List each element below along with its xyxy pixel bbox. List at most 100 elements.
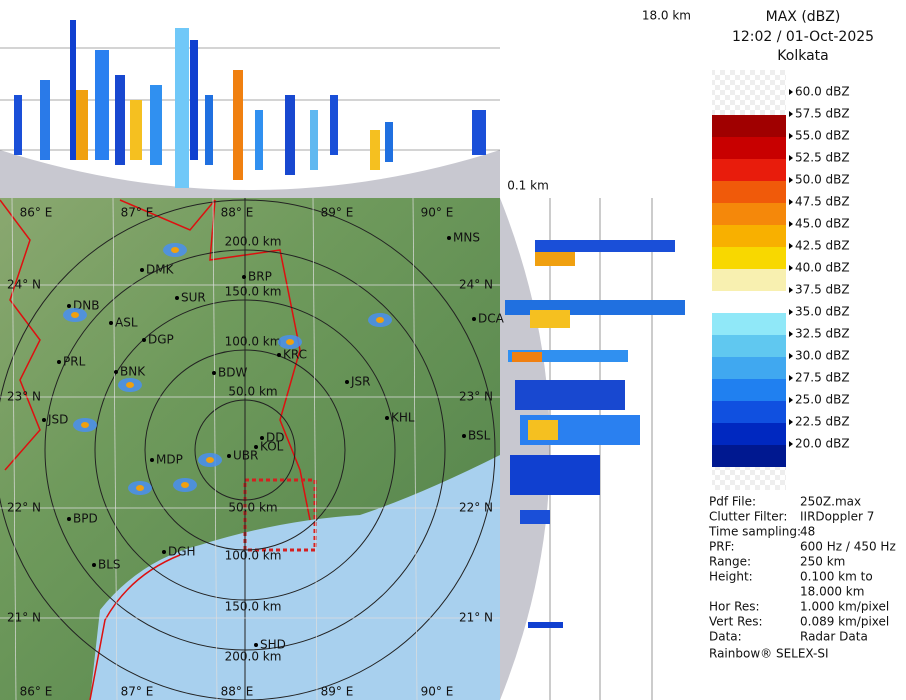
station-label: KOL: [260, 440, 284, 454]
legend-arrow: [789, 375, 793, 381]
station-dot: [114, 370, 118, 374]
station-dot: [254, 643, 258, 647]
lon-label: 89° E: [321, 206, 354, 220]
meridian: [112, 197, 118, 700]
info-key: Range:: [709, 555, 751, 569]
info-key: Clutter Filter:: [709, 510, 787, 524]
legend-label: 30.0 dBZ: [795, 349, 850, 363]
ring-label: 200.0 km: [225, 650, 282, 664]
legend-swatch: [712, 357, 786, 379]
legend-swatch: [712, 313, 786, 335]
legend-arrow: [789, 89, 793, 95]
legend-label: 27.5 dBZ: [795, 371, 850, 385]
station-dot: [142, 338, 146, 342]
info-key: Vert Res:: [709, 615, 763, 629]
legend-arrow: [789, 199, 793, 205]
meridian: [412, 197, 418, 700]
lon-label: 87° E: [121, 685, 154, 699]
info-value: 600 Hz / 450 Hz: [800, 540, 896, 554]
sea: [90, 455, 500, 700]
timestamp: 12:02 / 01-Oct-2025: [732, 29, 874, 45]
station-dot: [260, 436, 264, 440]
station-dot: [472, 317, 476, 321]
lat-label: 23° N: [459, 390, 493, 404]
station-label: KHL: [391, 411, 415, 425]
echo-core: [286, 339, 294, 345]
station-dot: [67, 304, 71, 308]
lon-label: 89° E: [321, 685, 354, 699]
legend-arrow: [789, 309, 793, 315]
station-label: BPD: [73, 512, 98, 526]
echo-core: [206, 457, 214, 463]
legend-label: 50.0 dBZ: [795, 173, 850, 187]
legend-arrow: [789, 133, 793, 139]
lon-label: 90° E: [421, 206, 454, 220]
lat-label: 21° N: [459, 611, 493, 625]
echo-core: [71, 312, 79, 318]
ring-label: 150.0 km: [225, 285, 282, 299]
info-key: Height:: [709, 570, 753, 584]
station-label: UBR: [233, 449, 258, 463]
legend-label: 20.0 dBZ: [795, 437, 850, 451]
station-label: BSL: [468, 429, 491, 443]
side-profile-lines: [549, 198, 653, 700]
lat-label: 22° N: [7, 501, 41, 515]
legend-label: 47.5 dBZ: [795, 195, 850, 209]
info-value: 1.000 km/pixel: [800, 600, 889, 614]
side-profile-echoes: [505, 240, 685, 628]
station-dot: [345, 380, 349, 384]
station-dot: [385, 416, 389, 420]
station-dot: [175, 296, 179, 300]
legend-swatch: [712, 401, 786, 423]
legend-swatch: [712, 423, 786, 445]
station-label: PRL: [63, 355, 86, 369]
ring-label: 50.0 km: [228, 501, 277, 515]
legend-label: 55.0 dBZ: [795, 129, 850, 143]
site: Kolkata: [777, 48, 828, 64]
lon-label: 88° E: [221, 206, 254, 220]
info-value: 250Z.max: [800, 495, 861, 509]
lat-label: 24° N: [7, 278, 41, 292]
echo-core: [136, 485, 144, 491]
echo-core: [376, 317, 384, 323]
legend: 60.0 dBZ 57.5 dBZ 55.0 dBZ 52.5 dBZ 50.0 dBZ…: [712, 85, 850, 467]
legend-arrow: [789, 243, 793, 249]
info-key: Pdf File:: [709, 495, 756, 509]
station-label: BRP: [248, 270, 272, 284]
legend-arrow: [789, 221, 793, 227]
bottom-height: 0.1 km: [507, 179, 549, 193]
station-dot: [150, 458, 154, 462]
legend-swatch: [712, 335, 786, 357]
station-label: DD: [266, 431, 284, 445]
station-dot: [227, 454, 231, 458]
station-label: MNS: [453, 231, 480, 245]
legend-label: 35.0 dBZ: [795, 305, 850, 319]
lat-label: 23° N: [7, 390, 41, 404]
map: 86° E 86° E 87° E 87° E 88° E 88° E 89° E 89° E…: [0, 197, 505, 700]
station-label: BLS: [98, 558, 121, 572]
station-dot: [212, 371, 216, 375]
lat-label: 21° N: [7, 611, 41, 625]
station-dot: [67, 517, 71, 521]
ring-label: 100.0 km: [225, 335, 282, 349]
legend-swatch: [712, 115, 786, 137]
lon-label: 88° E: [221, 685, 254, 699]
info-value: 250 km: [800, 555, 845, 569]
ring-label: 100.0 km: [225, 549, 282, 563]
station-dot: [242, 275, 246, 279]
station-dot: [109, 321, 113, 325]
meridian: [212, 197, 218, 700]
meridian: [11, 197, 17, 700]
legend-label: 32.5 dBZ: [795, 327, 850, 341]
side-profile-wedge: [500, 198, 550, 700]
ring-label: 150.0 km: [225, 600, 282, 614]
legend-label: 22.5 dBZ: [795, 415, 850, 429]
legend-label: 60.0 dBZ: [795, 85, 850, 99]
legend-label: 40.0 dBZ: [795, 261, 850, 275]
station-dot: [162, 550, 166, 554]
legend-label: 42.5 dBZ: [795, 239, 850, 253]
top-profile-echoes: [14, 20, 486, 188]
station-label: DGH: [168, 545, 196, 559]
lon-label: 90° E: [421, 685, 454, 699]
echo-core: [181, 482, 189, 488]
